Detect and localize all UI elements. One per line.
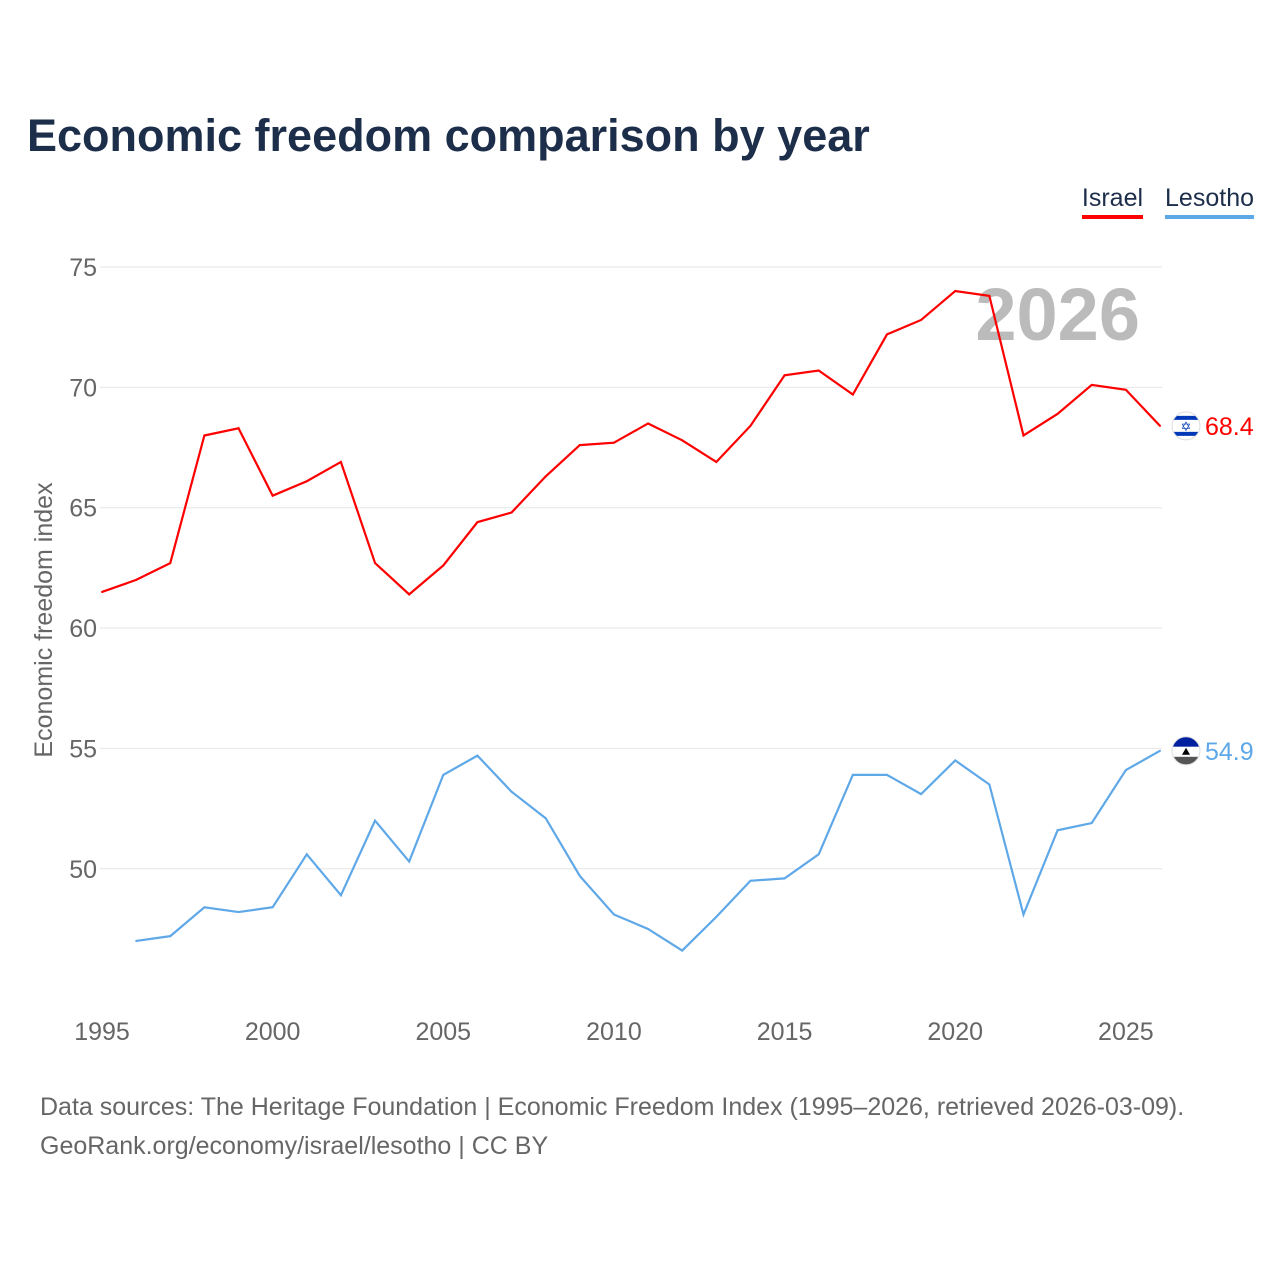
data-point-lesotho-2015[interactable] bbox=[783, 877, 786, 880]
data-point-lesotho-2026[interactable] bbox=[1159, 749, 1161, 752]
data-point-israel-2004[interactable] bbox=[408, 593, 411, 596]
data-point-israel-2007[interactable] bbox=[510, 511, 513, 514]
line-chart: 50 55 60 65 70 75 1995 2000 2005 2010 2015 2020 2025… bbox=[30, 254, 1254, 1046]
legend-lesotho[interactable]: Lesotho bbox=[1165, 184, 1254, 219]
data-point-israel-1998[interactable] bbox=[203, 434, 206, 437]
data-point-lesotho-2011[interactable] bbox=[647, 927, 650, 930]
data-point-israel-2008[interactable] bbox=[544, 475, 547, 478]
data-point-lesotho-2020[interactable] bbox=[954, 759, 957, 762]
data-point-israel-1996[interactable] bbox=[135, 578, 138, 581]
data-point-lesotho-2010[interactable] bbox=[612, 913, 615, 916]
data-point-lesotho-2014[interactable] bbox=[749, 879, 752, 882]
data-point-israel-1997[interactable] bbox=[169, 562, 172, 565]
data-point-lesotho-2022[interactable] bbox=[1022, 913, 1025, 916]
source-line-2[interactable]: GeoRank.org/economy/israel/lesotho | CC … bbox=[40, 1132, 549, 1160]
data-point-lesotho-2017[interactable] bbox=[851, 773, 854, 776]
chart-title: Economic freedom comparison by year bbox=[27, 110, 870, 161]
series-line-israel[interactable] bbox=[101, 289, 1161, 596]
data-point-israel-2022[interactable] bbox=[1022, 434, 1025, 437]
data-point-israel-2017[interactable] bbox=[851, 393, 854, 396]
data-point-israel-2021[interactable] bbox=[988, 294, 991, 297]
data-point-israel-2015[interactable] bbox=[783, 374, 786, 377]
data-point-israel-2005[interactable] bbox=[442, 564, 445, 567]
series-line-lesotho[interactable] bbox=[135, 749, 1161, 952]
data-point-israel-2011[interactable] bbox=[647, 422, 650, 425]
x-tick-2015: 2015 bbox=[757, 1018, 813, 1046]
year-watermark: 2026 bbox=[975, 273, 1140, 356]
data-point-israel-2019[interactable] bbox=[920, 318, 923, 321]
data-point-israel-1995[interactable] bbox=[101, 590, 103, 593]
flag-icon-lesotho bbox=[1171, 736, 1201, 766]
data-point-israel-2003[interactable] bbox=[374, 562, 377, 565]
data-point-israel-2014[interactable] bbox=[749, 424, 752, 427]
y-tick-65: 65 bbox=[69, 495, 97, 523]
y-tick-55: 55 bbox=[69, 735, 97, 763]
data-point-israel-2000[interactable] bbox=[271, 494, 274, 497]
data-point-lesotho-2000[interactable] bbox=[271, 906, 274, 909]
data-point-lesotho-2025[interactable] bbox=[1124, 769, 1127, 772]
data-point-lesotho-1996[interactable] bbox=[135, 939, 138, 942]
data-point-lesotho-2013[interactable] bbox=[715, 915, 718, 918]
data-point-israel-2013[interactable] bbox=[715, 460, 718, 463]
data-point-israel-2023[interactable] bbox=[1056, 412, 1059, 415]
y-tick-50: 50 bbox=[69, 856, 97, 884]
data-point-israel-2001[interactable] bbox=[305, 480, 308, 483]
x-tick-1995: 1995 bbox=[74, 1018, 130, 1046]
data-point-israel-2025[interactable] bbox=[1124, 388, 1127, 391]
data-point-israel-2002[interactable] bbox=[339, 460, 342, 463]
data-point-israel-2016[interactable] bbox=[817, 369, 820, 372]
data-point-lesotho-2002[interactable] bbox=[339, 894, 342, 897]
data-point-lesotho-2008[interactable] bbox=[544, 817, 547, 820]
y-tick-75: 75 bbox=[69, 254, 97, 282]
data-point-lesotho-2016[interactable] bbox=[817, 853, 820, 856]
data-point-lesotho-2019[interactable] bbox=[920, 793, 923, 796]
svg-text:✡: ✡ bbox=[1181, 419, 1192, 434]
data-point-israel-2026[interactable] bbox=[1159, 424, 1161, 427]
data-point-israel-2006[interactable] bbox=[476, 521, 479, 524]
end-label-israel: 68.4 bbox=[1205, 413, 1254, 441]
source-line-1: Data sources: The Heritage Foundation | … bbox=[40, 1093, 1185, 1121]
data-point-lesotho-2024[interactable] bbox=[1090, 822, 1093, 825]
data-point-israel-2018[interactable] bbox=[885, 333, 888, 336]
data-point-israel-2024[interactable] bbox=[1090, 383, 1093, 386]
y-tick-60: 60 bbox=[69, 615, 97, 643]
data-point-lesotho-2009[interactable] bbox=[578, 874, 581, 877]
x-tick-2005: 2005 bbox=[415, 1018, 471, 1046]
data-point-israel-2010[interactable] bbox=[612, 441, 615, 444]
data-point-lesotho-2005[interactable] bbox=[442, 773, 445, 776]
x-tick-2010: 2010 bbox=[586, 1018, 642, 1046]
legend-israel[interactable]: Israel bbox=[1081, 184, 1144, 219]
data-point-lesotho-2006[interactable] bbox=[476, 754, 479, 757]
flag-icon-israel: ✡ bbox=[1171, 411, 1201, 441]
end-label-lesotho: 54.9 bbox=[1205, 738, 1254, 766]
data-point-israel-1999[interactable] bbox=[237, 427, 240, 430]
data-point-lesotho-2018[interactable] bbox=[885, 773, 888, 776]
data-point-israel-2009[interactable] bbox=[578, 444, 581, 447]
data-point-lesotho-2001[interactable] bbox=[305, 853, 308, 856]
data-point-lesotho-2012[interactable] bbox=[681, 949, 684, 952]
y-axis-label: Economic freedom index bbox=[30, 482, 58, 758]
x-tick-2000: 2000 bbox=[245, 1018, 301, 1046]
data-point-lesotho-2007[interactable] bbox=[510, 790, 513, 793]
data-point-lesotho-1999[interactable] bbox=[237, 911, 240, 914]
source-note: Data sources: The Heritage Foundation | … bbox=[40, 1088, 1184, 1166]
legend: Israel Lesotho bbox=[1081, 184, 1254, 219]
x-tick-2020: 2020 bbox=[927, 1018, 983, 1046]
data-point-lesotho-2003[interactable] bbox=[374, 819, 377, 822]
x-tick-2025: 2025 bbox=[1098, 1018, 1154, 1046]
data-point-israel-2012[interactable] bbox=[681, 439, 684, 442]
data-point-lesotho-2021[interactable] bbox=[988, 783, 991, 786]
y-tick-70: 70 bbox=[69, 374, 97, 402]
data-point-lesotho-1998[interactable] bbox=[203, 906, 206, 909]
data-point-lesotho-1997[interactable] bbox=[169, 935, 172, 938]
data-point-lesotho-2004[interactable] bbox=[408, 860, 411, 863]
data-point-lesotho-2023[interactable] bbox=[1056, 829, 1059, 832]
data-point-israel-2020[interactable] bbox=[954, 290, 957, 293]
